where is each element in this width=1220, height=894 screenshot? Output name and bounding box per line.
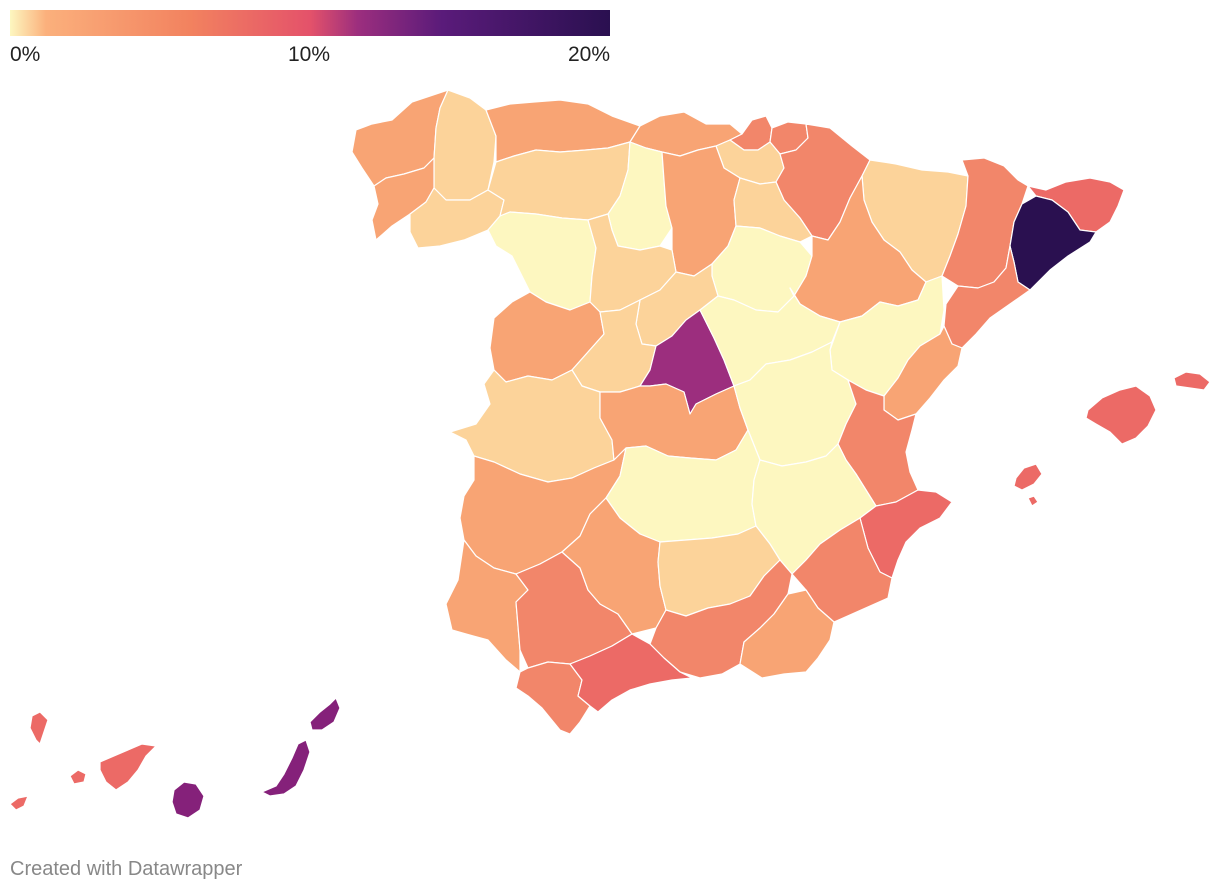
region-la-rioja[interactable] [733,177,813,243]
legend-min-label: 0% [10,43,41,66]
region-lanzarote[interactable] [309,697,341,731]
region-gran-canaria[interactable] [171,781,205,819]
region-fuerteventura[interactable] [261,739,311,797]
region-mallorca[interactable] [1085,385,1157,445]
region-barcelona[interactable] [1009,195,1097,291]
region-la-gomera[interactable] [69,769,87,785]
legend-mid-label: 10% [288,43,331,66]
region-la-palma[interactable] [29,711,49,745]
legend-labels: 0% 10% 20% [10,41,610,71]
legend-gradient-bar [10,10,610,36]
region-malaga[interactable] [569,633,693,713]
credit-footer: Created with Datawrapper [10,858,243,880]
region-lugo[interactable] [433,89,497,201]
legend-max-label: 20% [567,43,610,66]
region-el-hierro[interactable] [9,795,29,811]
region-huelva[interactable] [445,539,529,673]
region-zamora[interactable] [487,211,597,311]
region-toledo[interactable] [599,383,749,461]
region-tenerife[interactable] [99,743,157,791]
region-cadiz[interactable] [515,661,591,735]
region-menorca[interactable] [1173,371,1211,391]
region-ibiza[interactable] [1013,463,1043,507]
color-legend: 0% 10% 20% [10,10,610,71]
region-almeria[interactable] [739,589,835,679]
